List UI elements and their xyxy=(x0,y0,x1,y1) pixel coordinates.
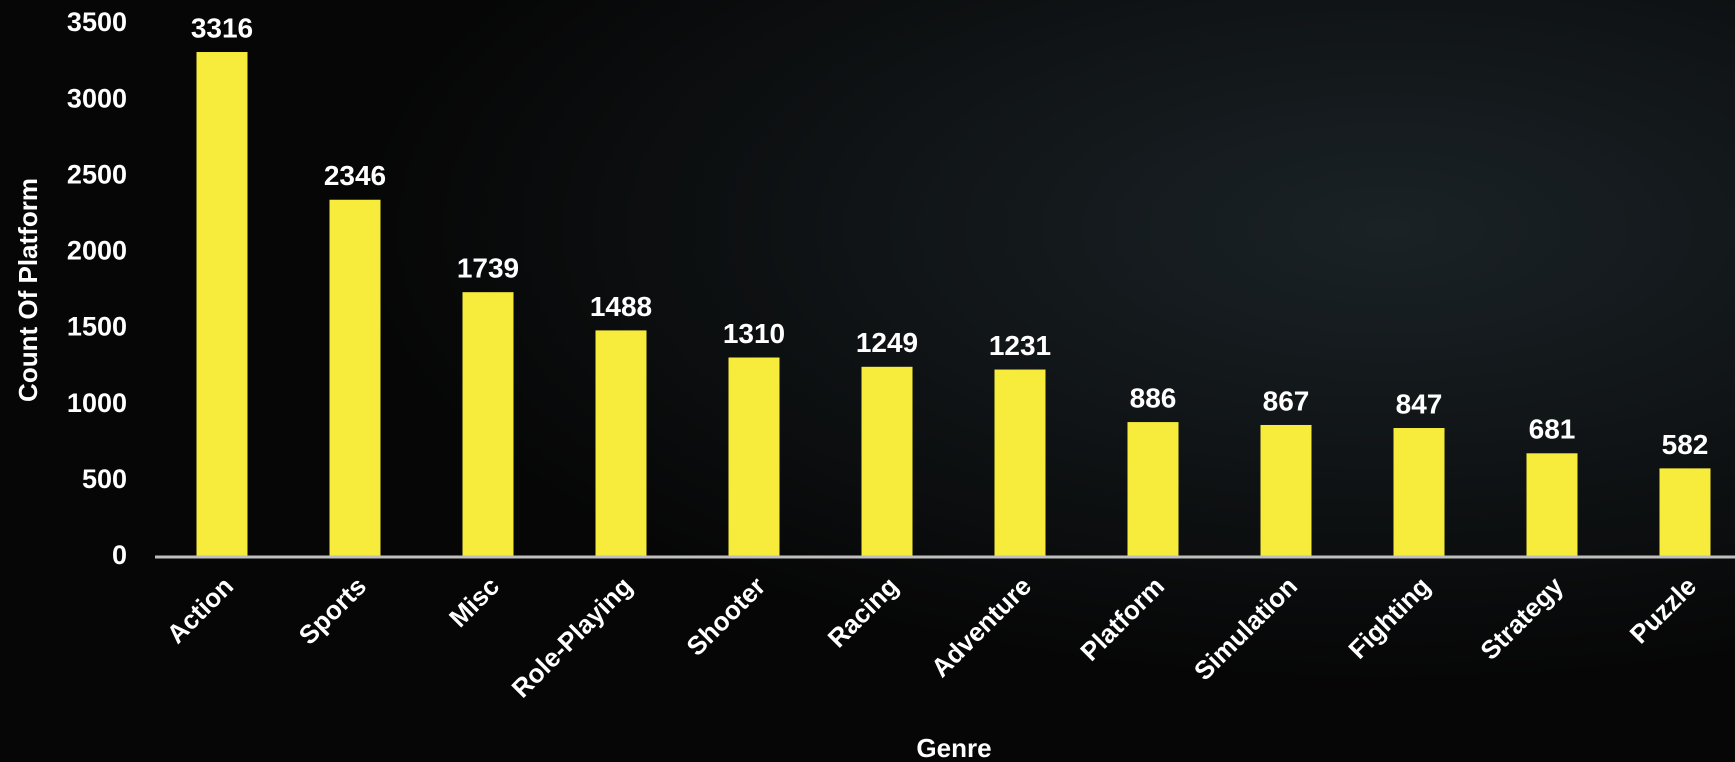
bar xyxy=(196,52,248,558)
value-label: 3316 xyxy=(191,12,253,43)
bar xyxy=(462,292,514,557)
bar xyxy=(1260,424,1312,557)
value-label: 847 xyxy=(1396,388,1443,419)
x-axis-title: Genre xyxy=(916,733,991,762)
y-tick-label: 3500 xyxy=(67,7,127,37)
value-label: 681 xyxy=(1529,414,1576,445)
bar xyxy=(861,366,913,557)
y-tick-label: 2000 xyxy=(67,236,127,266)
bar xyxy=(994,369,1046,557)
value-label: 886 xyxy=(1130,382,1177,413)
value-label: 582 xyxy=(1662,429,1709,460)
y-tick-label: 1500 xyxy=(67,312,127,342)
bar xyxy=(1526,453,1578,557)
value-label: 2346 xyxy=(324,160,386,191)
value-label: 1310 xyxy=(723,318,785,349)
bar xyxy=(595,330,647,557)
y-tick-label: 0 xyxy=(112,540,127,570)
bar xyxy=(1659,468,1711,557)
value-label: 1231 xyxy=(989,330,1051,361)
value-label: 1739 xyxy=(457,253,519,284)
y-tick-label: 3000 xyxy=(67,83,127,113)
y-tick-label: 1000 xyxy=(67,388,127,418)
bar xyxy=(329,199,381,557)
y-axis-title: Count Of Platform xyxy=(13,178,43,402)
value-label: 1249 xyxy=(856,327,918,358)
bar xyxy=(728,357,780,557)
value-label: 867 xyxy=(1263,385,1310,416)
y-tick-label: 2500 xyxy=(67,159,127,189)
value-label: 1488 xyxy=(590,291,652,322)
bar xyxy=(1393,428,1445,557)
y-tick-label: 500 xyxy=(82,464,127,494)
bar xyxy=(1127,422,1179,557)
